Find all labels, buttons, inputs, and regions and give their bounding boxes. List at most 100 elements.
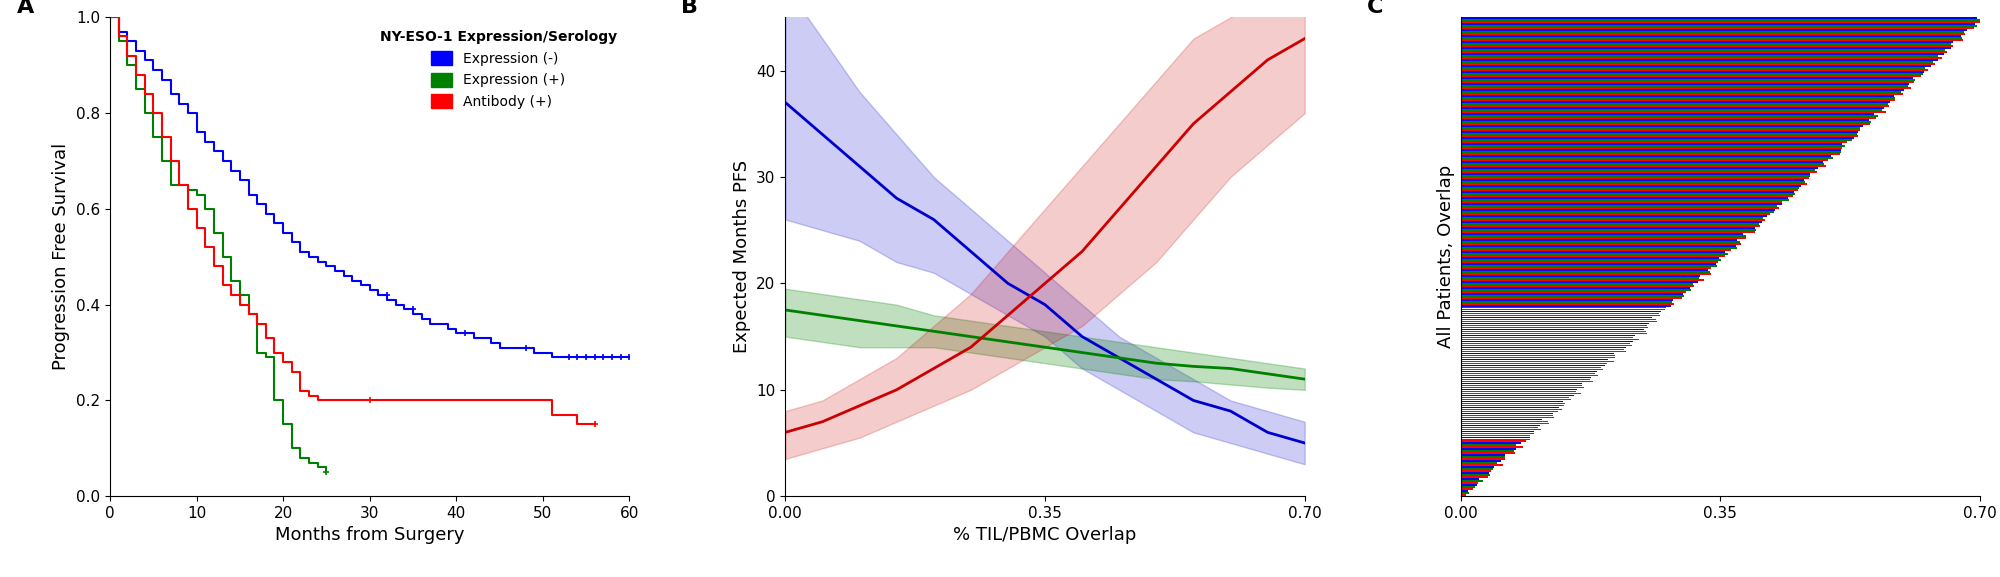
- Bar: [1460, 81, 1914, 83]
- Bar: [1460, 72, 1924, 73]
- Bar: [1460, 392, 1582, 394]
- Bar: [1460, 447, 1524, 448]
- Bar: [1460, 333, 1646, 335]
- Bar: [1460, 139, 1852, 141]
- Bar: [1460, 377, 1592, 379]
- Bar: [1460, 387, 1584, 388]
- Bar: [1460, 247, 1736, 249]
- Bar: [1460, 135, 1858, 137]
- Bar: [1460, 225, 1760, 227]
- Bar: [1460, 327, 1648, 328]
- Bar: [1460, 335, 1634, 336]
- Bar: [1460, 147, 1842, 149]
- Bar: [1460, 241, 1740, 243]
- Bar: [1460, 353, 1614, 354]
- Bar: [1460, 55, 1938, 57]
- Bar: [1460, 231, 1756, 233]
- Bar: [1460, 295, 1684, 297]
- Bar: [1460, 363, 1608, 364]
- Bar: [1460, 418, 1542, 420]
- Bar: [1460, 54, 1944, 55]
- Bar: [1460, 141, 1848, 143]
- Bar: [1460, 261, 1718, 263]
- Bar: [1460, 183, 1808, 185]
- Bar: [1460, 399, 1570, 400]
- Bar: [1460, 409, 1562, 410]
- Bar: [1460, 434, 1530, 436]
- Bar: [1460, 93, 1902, 95]
- Bar: [1460, 161, 1824, 163]
- Bar: [1460, 433, 1534, 434]
- Bar: [1460, 42, 1954, 43]
- Bar: [1460, 251, 1726, 253]
- Bar: [1460, 421, 1548, 422]
- Bar: [1460, 481, 1484, 482]
- Bar: [1460, 403, 1564, 404]
- Bar: [1460, 149, 1840, 151]
- Bar: [1460, 123, 1870, 125]
- Bar: [1460, 73, 1922, 75]
- Bar: [1460, 127, 1860, 129]
- Bar: [1460, 273, 1712, 275]
- Bar: [1460, 344, 1632, 346]
- Bar: [1460, 50, 1946, 51]
- Bar: [1460, 187, 1798, 189]
- Bar: [1460, 239, 1736, 241]
- Bar: [1460, 426, 1538, 428]
- Bar: [1460, 379, 1590, 380]
- Bar: [1460, 396, 1568, 398]
- Bar: [1460, 199, 1788, 201]
- Bar: [1460, 76, 1922, 77]
- Bar: [1460, 195, 1794, 197]
- Bar: [1460, 391, 1576, 392]
- Bar: [1460, 137, 1854, 139]
- Bar: [1460, 477, 1488, 478]
- Bar: [1460, 21, 1980, 23]
- Bar: [1460, 181, 1804, 183]
- Bar: [1460, 473, 1488, 474]
- Bar: [1460, 283, 1692, 284]
- Bar: [1460, 193, 1794, 195]
- Bar: [1460, 46, 1952, 47]
- Bar: [1460, 89, 1904, 91]
- Bar: [1460, 263, 1716, 265]
- Bar: [1460, 437, 1530, 438]
- Bar: [1460, 470, 1490, 472]
- X-axis label: Months from Surgery: Months from Surgery: [274, 526, 464, 545]
- Bar: [1460, 271, 1710, 272]
- Bar: [1460, 107, 1884, 109]
- Bar: [1460, 95, 1894, 97]
- Bar: [1460, 370, 1596, 372]
- Bar: [1460, 99, 1894, 101]
- Bar: [1460, 417, 1554, 418]
- Bar: [1460, 213, 1770, 215]
- Bar: [1460, 155, 1830, 157]
- Bar: [1460, 307, 1666, 309]
- Bar: [1460, 51, 1948, 53]
- Bar: [1460, 303, 1674, 305]
- Bar: [1460, 237, 1746, 239]
- Bar: [1460, 339, 1638, 340]
- Text: C: C: [1368, 0, 1384, 17]
- Bar: [1460, 404, 1564, 406]
- Bar: [1460, 347, 1626, 349]
- Bar: [1460, 343, 1630, 344]
- Bar: [1460, 464, 1504, 466]
- Bar: [1460, 47, 1950, 49]
- Bar: [1460, 456, 1506, 458]
- Bar: [1460, 443, 1520, 444]
- Bar: [1460, 365, 1606, 366]
- Bar: [1460, 189, 1798, 191]
- Bar: [1460, 159, 1828, 161]
- Bar: [1460, 369, 1604, 370]
- Bar: [1460, 197, 1788, 198]
- Bar: [1460, 205, 1778, 207]
- Bar: [1460, 109, 1882, 111]
- Bar: [1460, 217, 1762, 219]
- Bar: [1460, 87, 1912, 89]
- Bar: [1460, 425, 1540, 426]
- Bar: [1460, 319, 1656, 320]
- Bar: [1460, 385, 1582, 387]
- Bar: [1460, 287, 1690, 288]
- Bar: [1460, 460, 1502, 462]
